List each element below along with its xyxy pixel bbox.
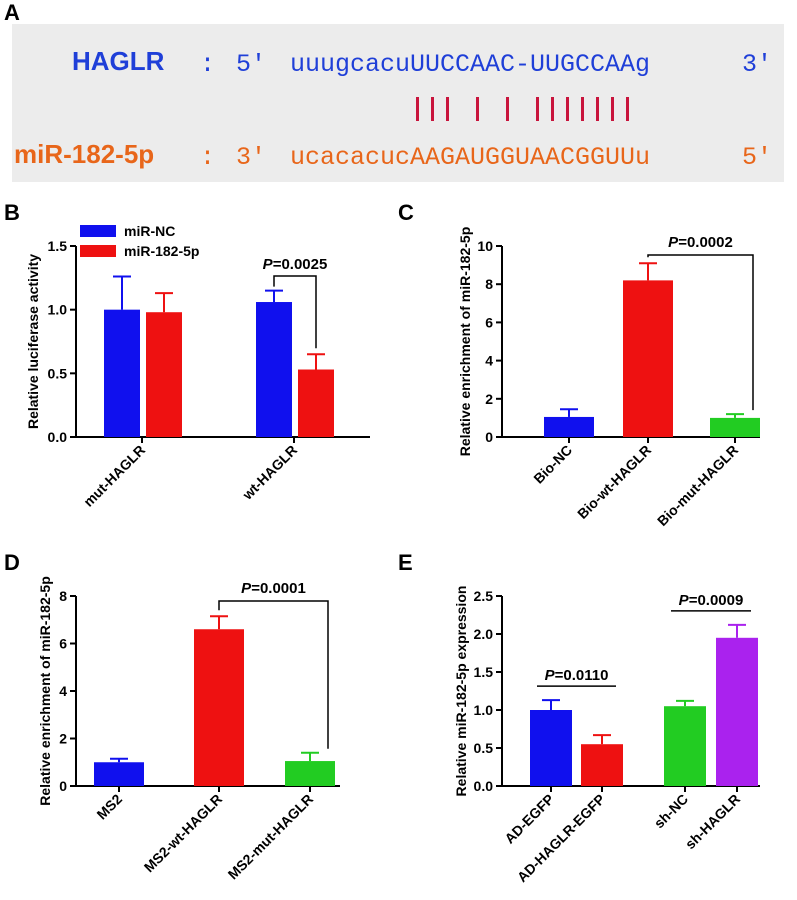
pairing-mark xyxy=(536,97,539,121)
x-tick-label: MS2 xyxy=(93,791,125,823)
bar xyxy=(285,761,335,786)
y-tick-label: 8 xyxy=(485,276,493,292)
pairing-mark xyxy=(416,97,419,121)
bar xyxy=(623,280,673,437)
y-tick-label: 2 xyxy=(485,391,493,407)
x-tick-label: sh-HAGLR xyxy=(682,791,743,852)
panel-letter-a: A xyxy=(4,0,20,25)
p-value-label: P=0.0009 xyxy=(679,592,744,609)
pairing-mark xyxy=(566,97,569,121)
panel-letter-b: B xyxy=(4,200,20,225)
bar xyxy=(530,710,572,786)
bar xyxy=(581,744,623,786)
pairing-mark xyxy=(476,97,479,121)
legend-swatch xyxy=(80,225,116,237)
bar xyxy=(544,416,594,437)
x-tick-label: sh-NC xyxy=(651,791,691,831)
y-tick-label: 1.5 xyxy=(474,664,494,680)
bar xyxy=(194,629,244,786)
x-tick-label: MS2-wt-HAGLR xyxy=(141,791,225,875)
mir-5prime: 5' xyxy=(742,143,773,172)
x-tick-label: Bio-NC xyxy=(530,442,575,487)
mir-sequence: ucacacucAAGAUGGUAACGGUUu xyxy=(290,143,651,172)
y-tick-label: 6 xyxy=(485,314,493,330)
panel-letter-d: D xyxy=(4,550,20,575)
haglr-3prime: 3' xyxy=(742,50,773,79)
y-axis-label: Relative enrichment of miR-182-5p xyxy=(37,576,53,806)
bar xyxy=(716,637,758,786)
y-axis-label: Relative enrichment of miR-182-5p xyxy=(457,227,473,457)
haglr-sequence: uuugcacuUUCCAAC-UUGCCAAg xyxy=(290,50,651,79)
x-tick-label: MS2-mut-HAGLR xyxy=(225,791,317,883)
p-value-label: P=0.0110 xyxy=(545,667,609,684)
y-tick-label: 0.0 xyxy=(48,429,68,445)
y-tick-label: 0.5 xyxy=(48,365,68,381)
panel-letter-c: C xyxy=(398,200,414,225)
y-tick-label: 6 xyxy=(59,636,67,652)
mir-3prime: 3' xyxy=(236,143,267,172)
chart-panel-b: B 0.0 0.5 1.0 1.5 Relative luciferase activit… xyxy=(4,200,370,510)
bar xyxy=(298,369,334,437)
pairing-mark xyxy=(446,97,449,121)
bar xyxy=(710,417,760,437)
bar xyxy=(256,302,292,437)
significance-bracket xyxy=(647,254,754,411)
pairing-mark xyxy=(626,97,629,121)
y-axis-label: Relative miR-182-5p expression xyxy=(453,586,469,797)
y-tick-label: 0 xyxy=(485,429,493,445)
y-tick-label: 4 xyxy=(485,353,493,369)
y-tick-label: 0.0 xyxy=(474,778,494,794)
bar xyxy=(146,312,182,437)
y-tick-label: 8 xyxy=(59,588,67,604)
significance-bracket xyxy=(273,275,317,349)
y-axis-label: Relative luciferase activity xyxy=(25,254,41,429)
pairing-mark xyxy=(551,97,554,121)
x-tick-label: mut-HAGLR xyxy=(80,442,148,510)
y-tick-label: 0.5 xyxy=(474,740,494,756)
legend-label: miR-NC xyxy=(124,223,175,239)
y-tick-label: 1.0 xyxy=(474,702,494,718)
x-tick-label: Bio-wt-HAGLR xyxy=(574,442,654,522)
y-tick-label: 1.0 xyxy=(48,302,68,318)
bar xyxy=(94,762,144,786)
x-tick-label: Bio-mut-HAGLR xyxy=(654,442,741,529)
y-tick-label: 2.0 xyxy=(474,626,494,642)
p-value-label: P=0.0002 xyxy=(668,234,733,251)
panel-letter-e: E xyxy=(398,550,413,575)
y-tick-label: 2.5 xyxy=(474,588,494,604)
chart-panel-d: D 0 2 4 6 8 Relative enrichment of miR-182-5p M… xyxy=(4,550,340,882)
pairing-mark xyxy=(431,97,434,121)
haglr-5prime: 5' xyxy=(236,50,267,79)
p-value-label: P=0.0025 xyxy=(263,256,328,273)
pairing-mark xyxy=(596,97,599,121)
x-tick-label: wt-HAGLR xyxy=(239,442,301,504)
sequence-alignment xyxy=(12,24,784,182)
haglr-label: HAGLR xyxy=(72,46,165,76)
y-tick-label: 2 xyxy=(59,731,67,747)
y-tick-label: 1.5 xyxy=(48,238,68,254)
bar xyxy=(104,309,140,437)
legend-swatch xyxy=(80,245,116,257)
pairing-mark xyxy=(581,97,584,121)
legend-label: miR-182-5p xyxy=(124,243,199,259)
pairing-mark xyxy=(506,97,509,121)
haglr-colon: : xyxy=(200,50,216,79)
pairing-mark xyxy=(611,97,614,121)
mir-colon: : xyxy=(200,143,216,172)
y-tick-label: 4 xyxy=(59,683,67,699)
p-value-label: P=0.0001 xyxy=(241,580,306,597)
x-tick-label: AD-HAGLR-EGFP xyxy=(514,791,608,885)
y-tick-label: 0 xyxy=(59,778,67,794)
bar xyxy=(664,706,706,786)
significance-bracket xyxy=(218,600,329,749)
y-tick-label: 10 xyxy=(477,238,493,254)
mir-label: miR-182-5p xyxy=(14,139,155,169)
